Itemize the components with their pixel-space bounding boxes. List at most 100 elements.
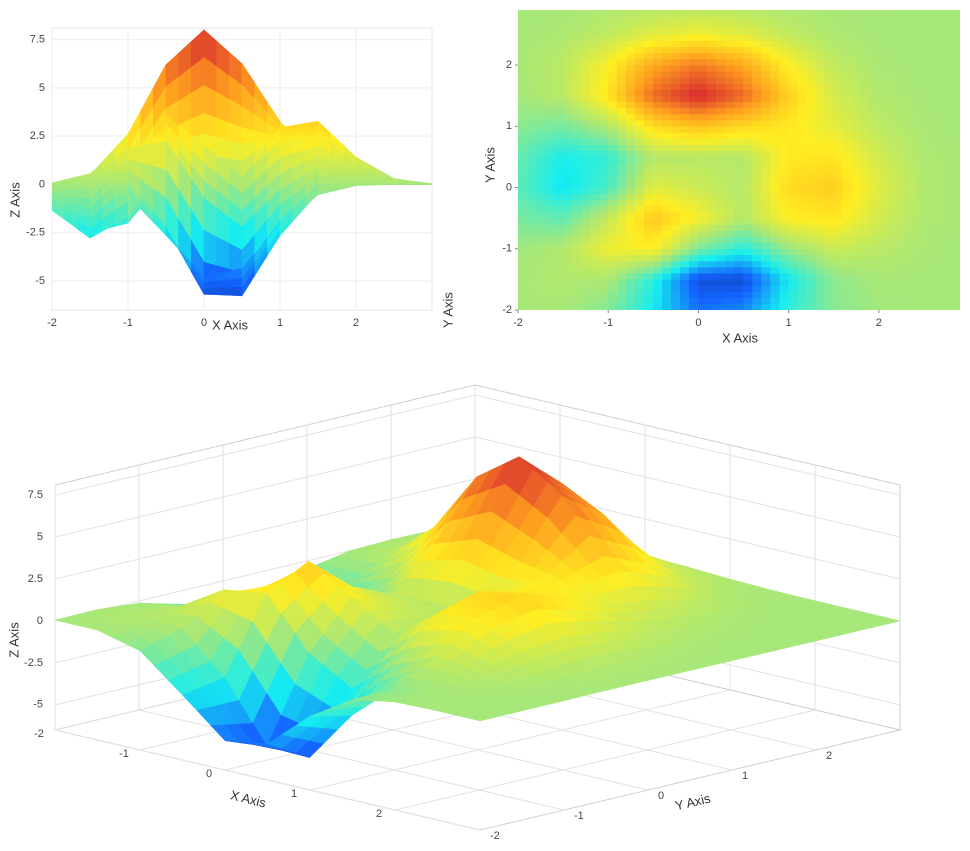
heatmap-cell xyxy=(878,260,889,268)
heatmap-cell xyxy=(806,119,816,127)
heatmap-cell xyxy=(535,28,546,35)
heatmap-cell xyxy=(743,95,753,103)
heatmap-cell xyxy=(824,101,834,109)
heatmap-cell xyxy=(941,21,952,29)
heatmap-cell xyxy=(788,113,798,121)
heatmap-cell xyxy=(571,211,582,219)
heatmap-cell xyxy=(518,144,528,152)
heatmap-cell xyxy=(869,248,880,256)
heatmap-cell xyxy=(671,199,681,207)
heatmap-cell xyxy=(851,230,862,237)
heatmap-cell xyxy=(842,126,853,133)
heatmap-cell xyxy=(941,205,952,213)
heatmap-cell xyxy=(616,28,627,35)
heatmap-cell xyxy=(580,46,591,54)
heatmap-cell xyxy=(914,291,925,299)
heatmap-cell xyxy=(644,168,654,176)
heatmap-cell xyxy=(887,279,898,286)
heatmap-cell xyxy=(616,181,627,188)
heatmap-cell xyxy=(941,126,952,133)
heatmap-cell xyxy=(616,107,627,115)
heatmap-cell xyxy=(833,64,843,72)
heatmap-cell xyxy=(815,291,825,299)
heatmap-cell xyxy=(797,119,807,127)
heatmap-cell xyxy=(635,10,645,17)
heatmap-cell xyxy=(941,10,952,17)
heatmap-cell xyxy=(716,242,726,250)
heatmap-cell xyxy=(923,95,934,103)
heatmap-cell xyxy=(734,291,744,299)
heatmap-cell xyxy=(653,297,663,305)
heatmap-cell xyxy=(851,138,862,145)
heatmap-cell xyxy=(932,70,943,78)
heatmap-cell xyxy=(698,77,708,84)
heatmap-cell xyxy=(589,10,600,17)
heatmap-cell xyxy=(526,254,537,262)
heatmap-cell xyxy=(725,211,735,219)
heatmap-cell xyxy=(571,303,582,310)
heatmap-cell xyxy=(932,21,943,29)
z-tick-label: 2.5 xyxy=(30,130,45,142)
heatmap-cell xyxy=(644,95,654,103)
heatmap-cell xyxy=(671,291,681,299)
heatmap-cell xyxy=(707,236,717,243)
heatmap-cell xyxy=(896,260,907,268)
heatmap-cell xyxy=(923,260,934,268)
heatmap-cell xyxy=(571,168,582,176)
heatmap-cell xyxy=(698,15,708,23)
heatmap-cell xyxy=(535,101,546,109)
heatmap-cell xyxy=(698,175,708,182)
heatmap-cell xyxy=(770,144,780,152)
heatmap-cell xyxy=(905,279,916,286)
heatmap-cell xyxy=(580,297,591,305)
heatmap-cell xyxy=(598,150,609,158)
heatmap-cell xyxy=(887,10,898,11)
heatmap-cell xyxy=(607,10,618,11)
heatmap-cell xyxy=(878,21,889,29)
heatmap-cell xyxy=(869,40,880,47)
heatmap-cell xyxy=(842,77,853,84)
heatmap-cell xyxy=(806,181,816,188)
heatmap-cell xyxy=(689,205,699,213)
heatmap-cell xyxy=(653,230,663,237)
heatmap-cell xyxy=(878,89,889,96)
heatmap-cell xyxy=(526,89,537,96)
surface-cell xyxy=(216,137,230,160)
heatmap-cell xyxy=(824,236,834,243)
heatmap-cell xyxy=(625,40,636,47)
heatmap-cell xyxy=(824,70,834,78)
heatmap-cell xyxy=(824,126,834,133)
heatmap-cell xyxy=(860,64,871,72)
heatmap-cell xyxy=(932,187,943,194)
heatmap-cell xyxy=(743,70,753,78)
heatmap-cell xyxy=(779,77,789,84)
heatmap-cell xyxy=(589,285,600,292)
heatmap-cell xyxy=(806,242,816,250)
heatmap-cell xyxy=(878,40,889,47)
heatmap-cell xyxy=(607,144,618,152)
heatmap-cell xyxy=(644,291,654,299)
heatmap-cell xyxy=(616,113,627,121)
heatmap-cell xyxy=(589,303,600,310)
heatmap-cell xyxy=(625,303,636,310)
heatmap-cell xyxy=(932,217,943,225)
heatmap-cell xyxy=(707,77,717,84)
heatmap-cell xyxy=(662,144,672,152)
heatmap-cell xyxy=(815,224,825,231)
heatmap-cell xyxy=(896,162,907,170)
heatmap-cell xyxy=(761,211,771,219)
heatmap-cell xyxy=(914,266,925,274)
heatmap-cell xyxy=(562,101,573,109)
heatmap-cell xyxy=(815,217,825,225)
heatmap-cell xyxy=(707,230,717,237)
heatmap-cell xyxy=(526,248,537,256)
heatmap-cell xyxy=(616,199,627,207)
heatmap-cell xyxy=(833,217,843,225)
heatmap-cell xyxy=(553,83,564,90)
heatmap-cell xyxy=(544,144,555,152)
heatmap-cell xyxy=(580,181,591,188)
heatmap-cell xyxy=(761,64,771,72)
heatmap-cell xyxy=(662,52,672,60)
heatmap-cell xyxy=(869,211,880,219)
heatmap-cell xyxy=(616,187,627,194)
